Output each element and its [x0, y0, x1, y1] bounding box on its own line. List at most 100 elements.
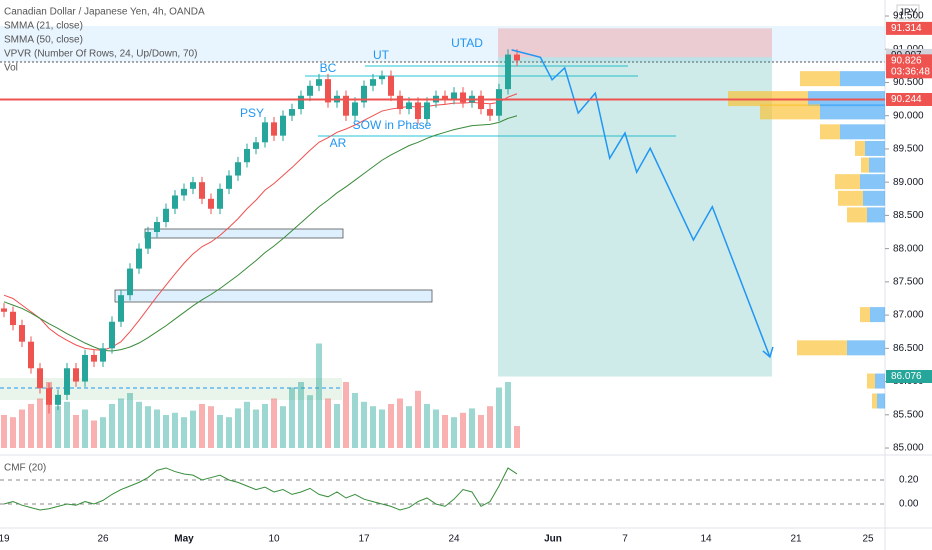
annotation: UTAD — [451, 36, 483, 50]
candle-body — [415, 102, 421, 120]
candle-body — [199, 182, 205, 199]
candle-body — [271, 122, 277, 136]
price-tag — [886, 370, 932, 384]
x-tick-label: 24 — [448, 534, 460, 545]
vpvr-down — [877, 393, 885, 409]
candle-body — [244, 148, 250, 163]
volume-bar — [19, 409, 25, 448]
projection-path — [511, 49, 771, 358]
volume-bar — [280, 406, 286, 448]
x-tick-label: 14 — [700, 534, 712, 545]
vpvr-down — [863, 190, 885, 206]
y-tick-label: 87.500 — [893, 277, 924, 288]
volume-bar — [10, 417, 16, 448]
volume-bar — [100, 417, 106, 448]
y-tick-label: 90.000 — [893, 110, 924, 121]
volume-bar — [253, 409, 259, 448]
price-tag — [886, 21, 932, 35]
vpvr-up — [847, 207, 867, 223]
vpvr-down — [869, 157, 885, 173]
vpvr-down — [875, 373, 885, 389]
candle-body — [388, 75, 394, 96]
legend-entry: Vol — [4, 63, 18, 74]
candle-body — [496, 89, 502, 116]
volume-bar — [505, 382, 511, 448]
range-band — [0, 26, 885, 62]
vpvr-up — [797, 340, 847, 356]
price-tag-label: 90.826 — [891, 55, 922, 66]
volume-bar — [181, 417, 187, 448]
volume-bar — [46, 382, 52, 448]
candle-body — [379, 75, 385, 80]
target-zone — [498, 57, 772, 377]
volume-bar — [262, 404, 268, 448]
price-tag-label: 86.076 — [891, 371, 922, 382]
candle-body — [127, 268, 133, 296]
candle-body — [109, 321, 115, 349]
volume-bar — [82, 409, 88, 448]
cmf-tick-label: 0.00 — [899, 499, 919, 510]
candle-body — [343, 95, 349, 116]
currency-box[interactable] — [896, 4, 920, 21]
candle-body — [253, 142, 259, 149]
candle-body — [298, 95, 304, 110]
candle-body — [1, 308, 7, 312]
smma-line — [3, 115, 518, 352]
cmf-line — [3, 467, 518, 511]
candle-body — [82, 354, 88, 382]
x-tick-label: May — [174, 534, 194, 545]
volume-bar — [190, 410, 196, 448]
candle-body — [316, 79, 322, 86]
volume-bar — [91, 420, 97, 448]
volume-bar — [379, 409, 385, 448]
volume-bar — [172, 412, 178, 448]
currency[interactable]: JPY — [899, 8, 918, 19]
price-tag — [886, 92, 932, 106]
annotation: SOW in Phase — [353, 118, 432, 132]
vpvr-down — [867, 207, 885, 223]
volume-bar — [424, 404, 430, 448]
volume-bar — [307, 395, 313, 448]
candle-body — [19, 325, 25, 342]
volume-bar — [370, 406, 376, 448]
vpvr-down — [865, 140, 885, 156]
y-tick-label: 88.000 — [893, 243, 924, 254]
annotation: AR — [330, 136, 347, 150]
indicator-title: CMF (20) — [4, 463, 46, 474]
x-tick-label: Jun — [544, 534, 562, 545]
vpvr-up — [860, 307, 870, 323]
legend-entry: SMMA (50, close) — [4, 35, 83, 46]
vpvr-up — [838, 190, 863, 206]
volume-bar — [316, 343, 322, 448]
candle-body — [361, 85, 367, 103]
price-tag-label: 90.244 — [891, 94, 922, 105]
volume-bar — [28, 404, 34, 448]
candle-body — [154, 222, 160, 233]
cmf-tick-label: 0.20 — [899, 475, 919, 486]
candle-body — [325, 79, 331, 103]
candle-body — [91, 354, 97, 362]
volume-bar — [352, 393, 358, 448]
volume-bar — [451, 417, 457, 448]
candle-body — [307, 85, 313, 96]
volume-bar — [64, 401, 70, 448]
candle-body — [145, 232, 151, 249]
candle-body — [406, 102, 412, 110]
candle-body — [208, 198, 214, 209]
vpvr-down — [840, 124, 885, 140]
vpvr-down — [820, 104, 885, 120]
candle-body — [190, 182, 196, 189]
y-tick-label: 91.500 — [893, 11, 924, 22]
candle-body — [217, 188, 223, 209]
volume-bar — [226, 417, 232, 448]
volume-bar — [55, 406, 61, 448]
annotation: BC — [320, 61, 337, 75]
volume-bar — [244, 401, 250, 448]
candle-body — [289, 109, 295, 116]
price-tag — [886, 54, 932, 79]
vpvr-down — [840, 71, 885, 87]
x-tick-label: 17 — [358, 534, 370, 545]
x-tick-label: 26 — [97, 534, 109, 545]
candle-body — [235, 162, 241, 176]
candle-body — [505, 54, 511, 90]
